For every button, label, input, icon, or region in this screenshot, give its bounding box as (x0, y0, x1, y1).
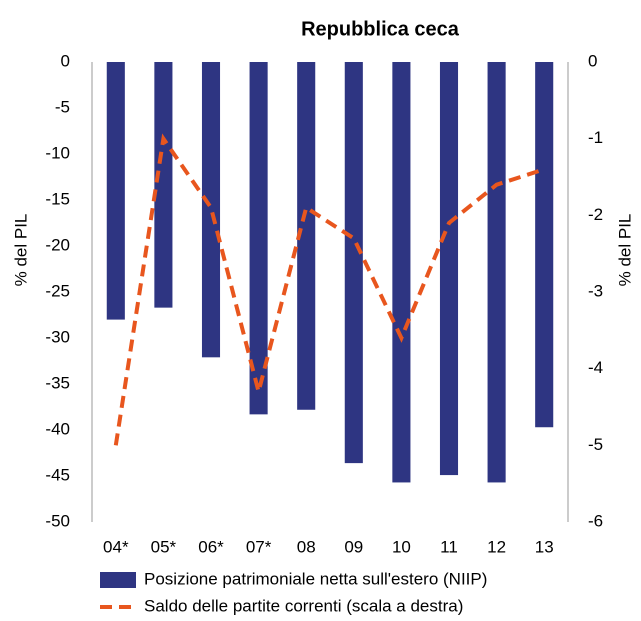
y-tick-label: -35 (45, 373, 70, 392)
bar (154, 62, 173, 308)
y-tick-label: -30 (45, 327, 70, 346)
y2-tick-label: 0 (588, 51, 597, 70)
legend-label: Posizione patrimoniale netta sull'estero… (144, 569, 487, 588)
x-tick-label: 11 (440, 537, 458, 556)
bar (297, 62, 316, 410)
bar (106, 62, 125, 320)
x-tick-label: 04* (103, 537, 129, 556)
bar (439, 62, 459, 476)
line (113, 133, 545, 446)
y2-tick-label: -4 (588, 358, 603, 377)
x-tick-label: 05* (151, 537, 177, 556)
y-tick-label: -25 (45, 281, 70, 300)
y2-tick-label: -1 (588, 128, 603, 147)
x-tick-label: 07* (246, 537, 272, 556)
y-tick-label: -5 (55, 97, 70, 116)
bar (535, 62, 554, 428)
y-tick-label: -50 (45, 511, 70, 530)
y-tick-label: -45 (45, 465, 70, 484)
x-tick-label: 13 (535, 537, 554, 556)
y2-tick-label: -2 (588, 205, 603, 224)
y2-tick-label: -3 (588, 281, 603, 300)
y-tick-label: 0 (61, 51, 70, 70)
x-tick-label: 10 (392, 537, 411, 556)
y-tick-label: -15 (45, 189, 70, 208)
bar (201, 62, 221, 358)
x-tick-label: 08 (297, 537, 316, 556)
bar (487, 62, 506, 483)
y-axis-label: % del PIL (11, 214, 30, 287)
x-tick-label: 12 (487, 537, 506, 556)
y-tick-label: -20 (45, 235, 70, 254)
x-tick-label: 06* (198, 537, 224, 556)
chart-title: Repubblica ceca (301, 18, 460, 40)
legend-swatch (100, 572, 136, 588)
y2-tick-label: -6 (588, 511, 603, 530)
bar (344, 62, 363, 464)
bar (392, 62, 411, 483)
legend-label: Saldo delle partite correnti (scala a de… (144, 596, 463, 615)
y2-tick-label: -5 (588, 435, 603, 454)
y2-axis-label: % del PIL (615, 214, 634, 287)
x-tick-label: 09 (344, 537, 363, 556)
bar (249, 62, 268, 415)
y-tick-label: -10 (45, 143, 70, 162)
y-tick-label: -40 (45, 419, 70, 438)
